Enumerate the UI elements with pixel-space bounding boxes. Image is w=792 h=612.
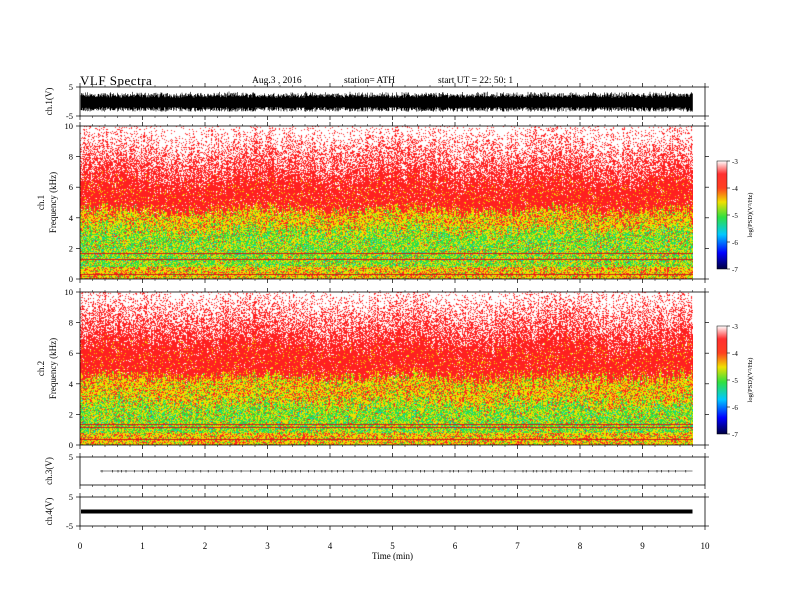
ch1-wave-ylabel: ch.1(V) — [44, 88, 54, 116]
ch3-waveform-panel: 5 ch.3(V) — [44, 452, 709, 489]
time-axis: 0 1 2 3 4 5 6 7 8 9 10 Time (min) — [78, 541, 710, 561]
time-tick-label: 7 — [515, 541, 520, 551]
figure-title: VLF Spectra — [80, 73, 153, 88]
ch1-spec-ylabel: Frequency (kHz) — [48, 172, 58, 233]
ch2-colorbar: -3 -4 -5 -6 -7 log(PSD)(V²/Hz) — [716, 323, 754, 439]
ch2-spec-channel-label: ch.2 — [36, 361, 46, 376]
ch1-colorbar-tick-label: -6 — [732, 239, 738, 247]
time-tick-label: 4 — [328, 541, 333, 551]
ch2-colorbar-tick-label: -4 — [732, 350, 738, 358]
ch2-colorbar-label: log(PSD)(V²/Hz) — [747, 358, 754, 403]
time-tick-label: 1 — [140, 541, 145, 551]
date-label: Aug.3 , 2016 — [252, 76, 302, 86]
start-time-label: start UT = 22: 50: 1 — [438, 76, 514, 86]
ch4-wave-ylabel: ch.4(V) — [44, 498, 54, 526]
ch2-colorbar-scale — [716, 325, 728, 435]
ch2-colorbar-tick-label: -6 — [732, 404, 738, 412]
ch1-spec-ytick-label: 0 — [69, 274, 73, 284]
ch2-spectrogram-panel: 10 8 6 4 2 0 ch.2 Frequency (kHz) — [36, 287, 709, 450]
ch1-spectrogram-panel: 10 8 6 4 2 0 ch.1 Frequency (kHz) — [36, 121, 709, 284]
ch4-wave-ytick-label: 5 — [69, 492, 73, 502]
ch1-spec-channel-label: ch.1 — [36, 195, 46, 210]
ch1-spec-ytick-label: 2 — [69, 243, 73, 253]
station-label: station= ATH — [344, 76, 396, 86]
ch4-wave-ytick-label: -5 — [66, 521, 73, 531]
ch1-wave-ytick-label: -5 — [66, 111, 73, 121]
ch1-spec-ytick-label: 6 — [69, 182, 73, 192]
ch1-spec-ytick-label: 4 — [69, 213, 74, 223]
time-tick-label: 8 — [578, 541, 583, 551]
ch1-colorbar-tick-label: -5 — [732, 212, 738, 220]
ch2-spectrogram-image — [80, 292, 693, 445]
ch1-colorbar-tick-label: -7 — [732, 266, 738, 274]
ch1-colorbar-tick-label: -3 — [732, 158, 738, 166]
time-tick-label: 5 — [390, 541, 395, 551]
time-tick-label: 6 — [453, 541, 458, 551]
ch2-spec-ytick-label: 0 — [69, 440, 73, 450]
ch1-wave-ytick-label: 5 — [69, 82, 73, 92]
time-tick-label: 0 — [78, 541, 83, 551]
ch2-spec-ylabel: Frequency (kHz) — [48, 338, 58, 399]
ch2-colorbar-tick-label: -5 — [732, 377, 738, 385]
ch2-colorbar-tick-label: -7 — [732, 431, 738, 439]
ch1-waveform-panel: 5 -5 ch.1(V) — [44, 82, 709, 121]
ch1-spectrogram-image — [80, 126, 693, 279]
ch4-waveform-panel: 5 -5 ch.4(V) — [44, 492, 709, 531]
ch3-wave-ylabel: ch.3(V) — [44, 457, 54, 485]
ch1-colorbar-tick-label: -4 — [732, 185, 738, 193]
ch2-spec-ytick-label: 6 — [69, 348, 73, 358]
ch2-spec-ytick-label: 10 — [65, 287, 74, 297]
ch2-spec-ytick-label: 4 — [69, 379, 74, 389]
ch1-colorbar-scale — [716, 160, 728, 270]
ch2-colorbar-tick-label: -3 — [732, 323, 738, 331]
time-tick-label: 9 — [640, 541, 645, 551]
ch1-spec-ytick-label: 10 — [65, 121, 74, 131]
ch3-waveform-trace — [100, 470, 693, 473]
ch2-spec-ytick-label: 2 — [69, 409, 73, 419]
time-tick-label: 10 — [701, 541, 711, 551]
ch1-spec-ytick-label: 8 — [69, 152, 73, 162]
time-axis-label: Time (min) — [372, 551, 413, 561]
ch1-colorbar-label: log(PSD)(V²/Hz) — [747, 193, 754, 238]
time-tick-label: 3 — [265, 541, 270, 551]
ch3-wave-ytick-label: 5 — [69, 452, 73, 462]
ch2-spec-ytick-label: 8 — [69, 318, 73, 328]
ch1-colorbar: -3 -4 -5 -6 -7 log(PSD)(V²/Hz) — [716, 158, 754, 274]
ch1-waveform-trace — [80, 91, 693, 112]
time-tick-label: 2 — [203, 541, 208, 551]
